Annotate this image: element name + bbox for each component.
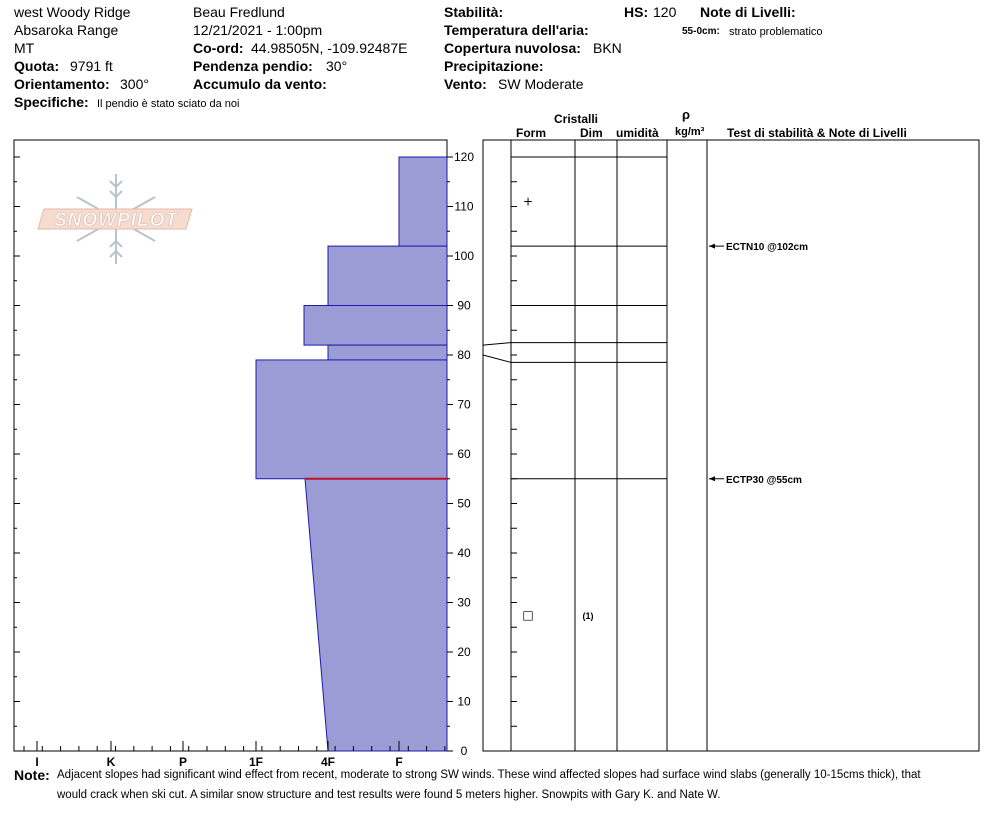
observer: Beau Fredlund (193, 4, 285, 20)
hardness-layer-bar (304, 478, 448, 752)
slope-label: Pendenza pendio: (193, 58, 313, 74)
note-line-2: would crack when ski cut. A similar snow… (57, 789, 721, 801)
hardness-layer-bar (398, 156, 448, 247)
stability-test-label: ECTN10 @102cm (726, 242, 808, 253)
layer-connector-line (482, 354, 512, 363)
density-unit-header: kg/m³ (675, 126, 705, 138)
depth-tick-label: 70 (457, 398, 471, 412)
depth-tick-label: 120 (454, 150, 474, 164)
specifics-label: Specifiche: (14, 94, 89, 110)
snowpilot-logo: SNOWPILOT (37, 174, 193, 264)
hardness-layer-bar (255, 359, 448, 480)
depth-tick-label: 100 (454, 249, 474, 263)
depth-tick-label: 90 (457, 299, 471, 313)
hardness-tick-label: P (179, 755, 187, 769)
form-header: Form (516, 126, 546, 140)
hardness-tick-label: I (35, 755, 38, 769)
stability-label: Stabilità: (444, 4, 504, 20)
stability-test-arrowhead (709, 243, 715, 249)
crystal-form-symbol: + (523, 195, 533, 209)
stability-test-label: ECTP30 @55cm (726, 475, 802, 486)
stability-test-arrowhead (709, 476, 715, 482)
coord-value: 44.98505N, -109.92487E (251, 40, 408, 56)
layer-note-depth: 55-0cm: (682, 26, 720, 37)
layer-notes-label: Note di Livelli: (700, 4, 796, 20)
depth-tick-label: 20 (457, 645, 471, 659)
air-temp-label: Temperatura dell'aria: (444, 22, 589, 38)
hardness-layer-bar (327, 245, 448, 307)
location-name: west Woody Ridge (14, 4, 131, 20)
snowpilot-logo-text: SNOWPILOT (54, 210, 178, 231)
slope-value: 30° (326, 58, 348, 74)
elevation-value: 9791 ft (70, 58, 113, 74)
hardness-layer-bar (303, 305, 448, 346)
hardness-tick-label: 4F (321, 755, 335, 769)
depth-tick-label: 0 (461, 744, 468, 758)
depth-tick-label: 60 (457, 447, 471, 461)
crystal-form-symbol: □ (522, 608, 533, 622)
depth-tick-label: 110 (454, 200, 473, 214)
depth-tick-label: 10 (457, 695, 471, 709)
state: MT (14, 40, 35, 56)
crystals-header: Cristalli (554, 112, 599, 126)
depth-tick-label: 50 (457, 497, 471, 511)
crystal-dim-label: (1) (583, 611, 594, 621)
coord-label: Co-ord: (193, 40, 244, 56)
elevation-label: Quota: (14, 58, 60, 74)
layer-connector-line (482, 342, 512, 346)
hs-value: 120 (653, 4, 677, 20)
hardness-layer-bar (327, 344, 448, 361)
depth-tick-label: 40 (457, 546, 471, 560)
moisture-header: umidità (616, 126, 659, 140)
sky-label: Copertura nuvolosa: (444, 40, 581, 56)
datetime: 12/21/2021 - 1:00pm (193, 22, 323, 38)
wind-label: Vento: (444, 76, 487, 92)
wind-loading-label: Accumulo da vento: (193, 76, 327, 92)
sky-value: BKN (593, 40, 622, 56)
note-line-1: Adjacent slopes had significant wind eff… (57, 769, 921, 781)
aspect-value: 300° (120, 76, 149, 92)
hs-label: HS: (624, 4, 649, 20)
tests-notes-header: Test di stabilità & Note di Livelli (727, 126, 907, 140)
note-label: Note: (14, 767, 50, 783)
snow-profile-chart: SNOWPILOT I K P 1F 4F F 0 10 20 30 40 50 60 70 80 90 100… (13, 139, 980, 769)
dim-header: Dim (580, 126, 603, 140)
profile-table-frame (482, 139, 980, 752)
rho-header: ρ (682, 107, 691, 122)
aspect-label: Orientamento: (14, 76, 110, 92)
depth-tick-label: 30 (457, 596, 471, 610)
layer-note-text: strato problematico (729, 26, 823, 38)
wind-value: SW Moderate (498, 76, 584, 92)
depth-tick-label: 80 (457, 348, 471, 362)
hardness-tick-label: 1F (249, 755, 263, 769)
specifics-value: Il pendio è stato sciato da noi (97, 98, 240, 110)
hardness-tick-label: K (107, 755, 116, 769)
mountain-range: Absaroka Range (14, 22, 119, 38)
hardness-tick-label: F (395, 755, 402, 769)
precip-label: Precipitazione: (444, 58, 544, 74)
